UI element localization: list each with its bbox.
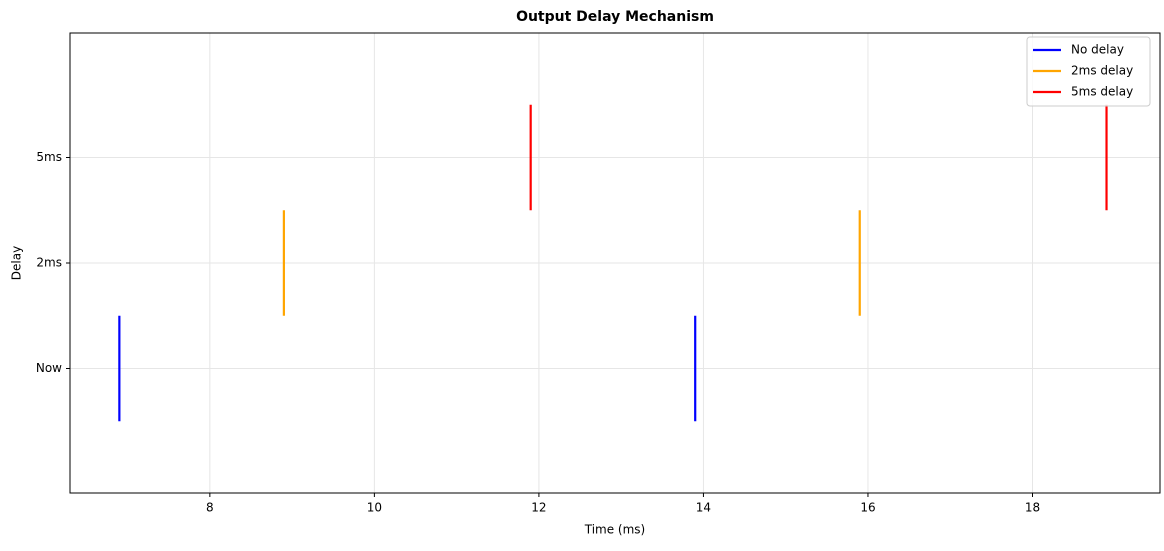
x-tick-label: 10 (367, 501, 382, 515)
x-tick-label: 8 (206, 501, 214, 515)
x-tick-label: 12 (531, 501, 546, 515)
y-tick-label: 2ms (36, 256, 62, 270)
y-axis-label: Delay (10, 246, 24, 280)
chart-title: Output Delay Mechanism (516, 9, 714, 25)
plot-frame (69, 32, 1161, 494)
legend-label: 5ms delay (1071, 85, 1133, 99)
x-tick-label: 16 (860, 501, 875, 515)
x-axis-label: Time (ms) (584, 523, 646, 537)
x-tick-label: 14 (696, 501, 711, 515)
legend-label: 2ms delay (1071, 64, 1133, 78)
legend-label: No delay (1071, 43, 1124, 57)
y-tick-label: Now (36, 361, 62, 375)
legend-box (1026, 36, 1151, 107)
y-tick-label: 5ms (36, 150, 62, 164)
x-tick-label: 18 (1025, 501, 1040, 515)
